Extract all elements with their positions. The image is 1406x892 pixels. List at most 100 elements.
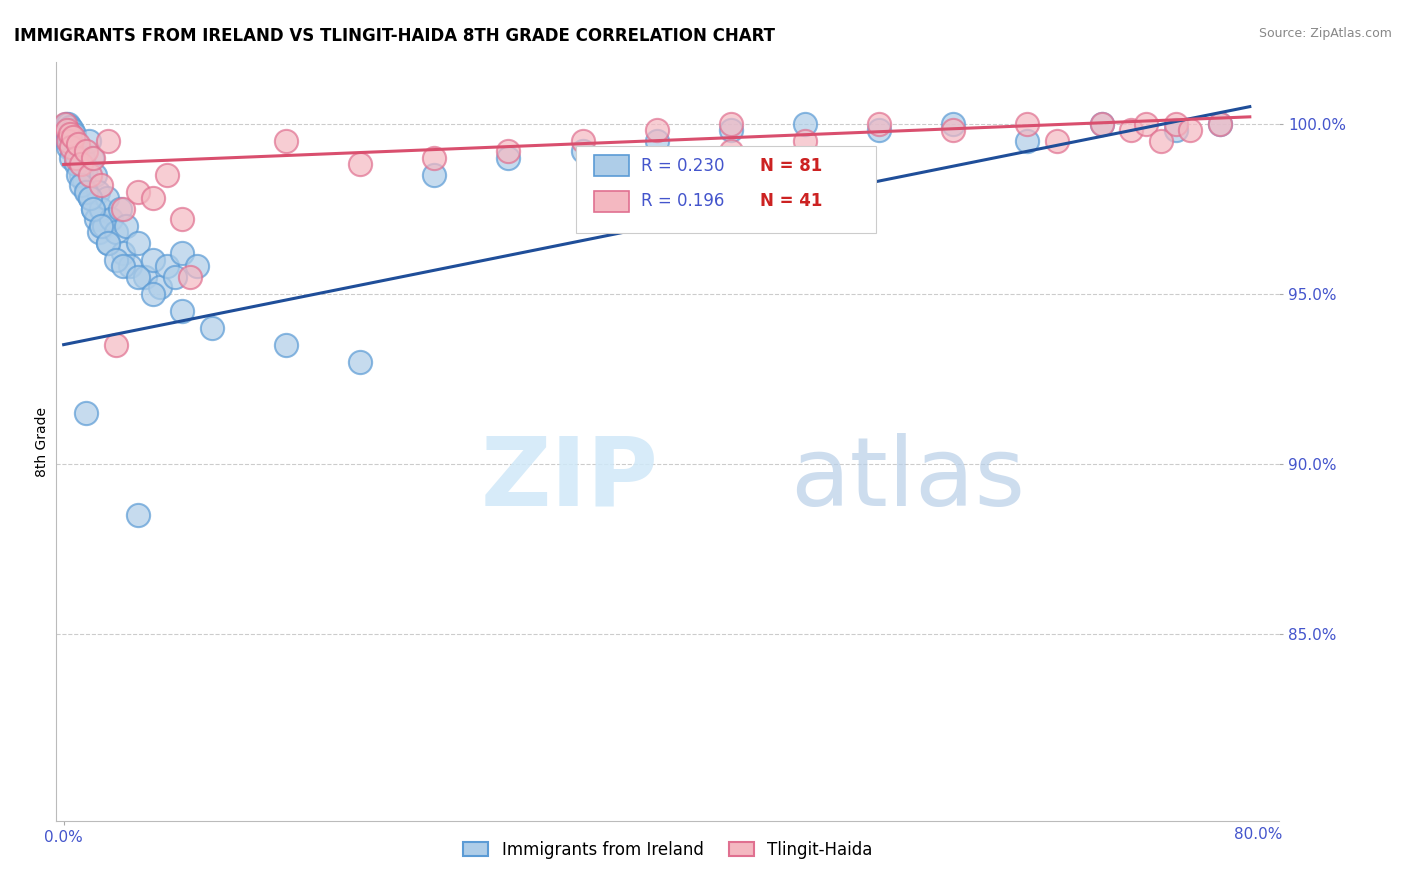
Point [111,245,134,260]
Point [65,144,87,158]
Point [942,123,965,137]
Point [104,337,127,351]
Point [645,134,668,148]
Point [120,260,142,274]
Point [75,406,97,420]
Point [1090,117,1112,131]
Point [423,151,446,165]
Text: Source: ZipAtlas.com: Source: ZipAtlas.com [1258,27,1392,40]
Point [127,508,149,522]
Point [60,134,83,148]
Point [55,117,77,131]
Point [89,226,111,240]
Point [70,178,93,192]
Bar [595,155,628,177]
Point [96,191,118,205]
Point [58,120,80,134]
Point [53,123,76,137]
Point [127,185,149,199]
Point [79,168,101,182]
Point [66,151,89,165]
Point [1046,134,1069,148]
Point [73,174,96,188]
Point [56,140,79,154]
Point [55,123,77,137]
Point [156,168,179,182]
Point [1017,134,1039,148]
Point [274,337,297,351]
Text: R = 0.196: R = 0.196 [641,192,724,211]
Point [1209,117,1232,131]
Text: R = 0.230: R = 0.230 [641,157,724,175]
Point [186,260,208,274]
Point [134,269,156,284]
Point [72,151,94,165]
Y-axis label: 8th Grade: 8th Grade [35,407,49,476]
Point [82,202,104,216]
Point [62,130,84,145]
Text: N = 41: N = 41 [759,192,823,211]
Point [84,211,107,226]
Point [97,235,120,250]
Point [53,117,76,131]
Point [76,185,98,199]
Bar [595,191,628,211]
Point [62,140,84,154]
Point [794,117,817,131]
Point [67,136,90,151]
Point [63,134,86,148]
Point [720,117,742,131]
Point [82,151,104,165]
Point [349,157,371,171]
Point [56,123,79,137]
Point [1150,134,1173,148]
Text: IMMIGRANTS FROM IRELAND VS TLINGIT-HAIDA 8TH GRADE CORRELATION CHART: IMMIGRANTS FROM IRELAND VS TLINGIT-HAIDA… [14,27,775,45]
Point [163,269,186,284]
Point [80,151,103,165]
Point [1180,123,1202,137]
Point [498,144,520,158]
Point [201,320,224,334]
Point [59,127,82,141]
Point [87,185,110,199]
Point [75,144,97,158]
Point [83,168,105,182]
Point [97,235,120,250]
Point [142,252,165,267]
Point [149,280,172,294]
Point [142,286,165,301]
Point [111,260,134,274]
Point [97,134,120,148]
Point [93,219,115,233]
Point [1121,123,1143,137]
Point [70,157,93,171]
Point [60,140,83,154]
Point [100,211,122,226]
Point [58,127,80,141]
Point [104,226,127,240]
Point [56,134,79,148]
Point [58,130,80,145]
Point [65,151,87,165]
Point [108,202,131,216]
Point [90,202,112,216]
Point [571,144,593,158]
Point [56,117,79,131]
Point [127,269,149,284]
Point [172,303,194,318]
Point [1209,117,1232,131]
Point [90,178,112,192]
Point [645,123,668,137]
Point [115,219,138,233]
Point [63,127,86,141]
Point [60,123,83,137]
Point [868,123,890,137]
Text: N = 81: N = 81 [759,157,823,175]
FancyBboxPatch shape [576,145,876,233]
Point [172,211,194,226]
Point [1164,117,1187,131]
Point [67,157,90,171]
Point [423,168,446,182]
Point [868,117,890,131]
Point [942,117,965,131]
